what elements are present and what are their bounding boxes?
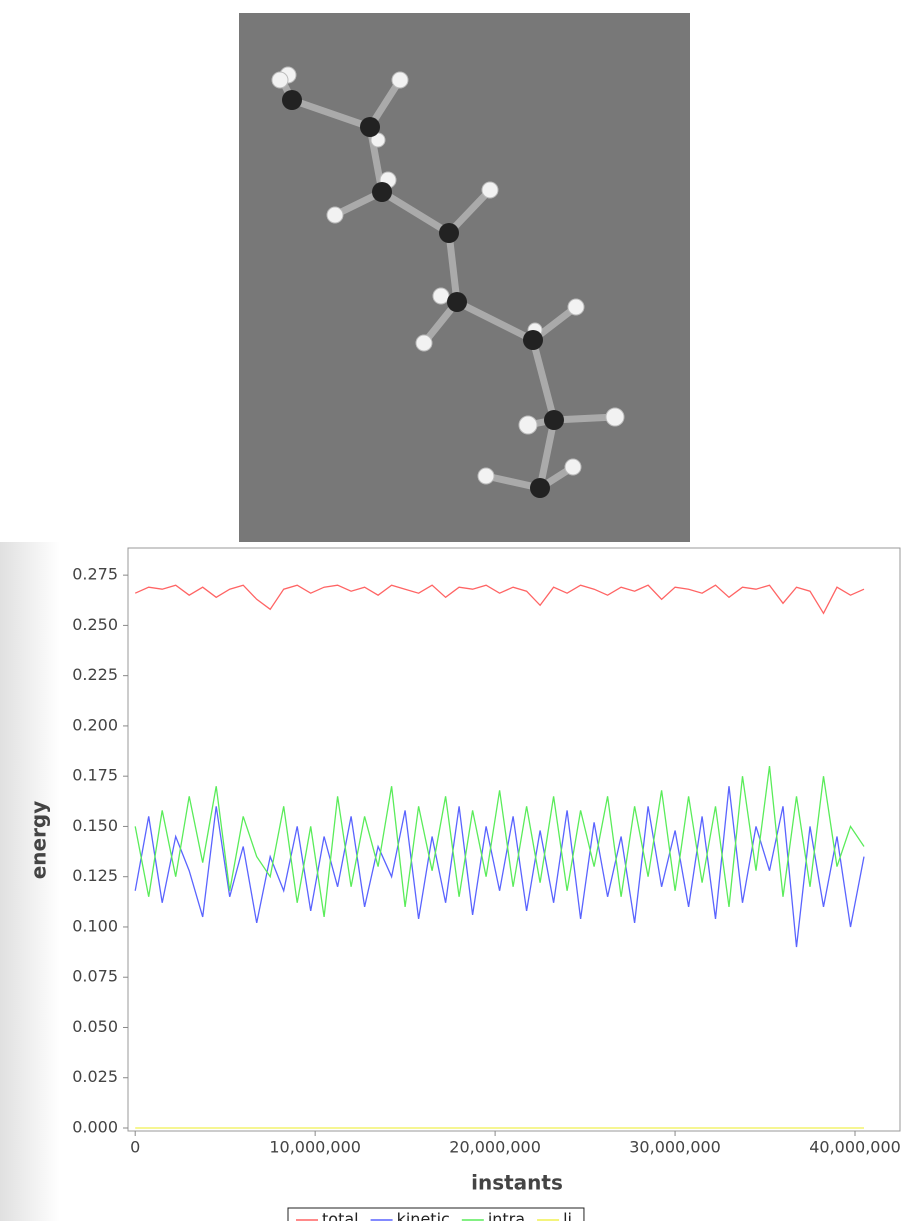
x-tick-label: 40,000,000 <box>809 1138 901 1157</box>
legend-label: total <box>322 1210 359 1222</box>
x-tick-label: 10,000,000 <box>269 1138 361 1157</box>
x-tick-label: 30,000,000 <box>629 1138 721 1157</box>
y-tick-label: 0.075 <box>72 967 118 986</box>
y-tick-label: 0.050 <box>72 1017 118 1036</box>
y-tick-label: 0.250 <box>72 615 118 634</box>
legend-label: lj <box>563 1210 572 1222</box>
x-tick-label: 20,000,000 <box>449 1138 541 1157</box>
plot-area <box>128 548 900 1131</box>
app-window: energy instants 0.000 0.025 0.050 0.075 0.10… <box>0 0 913 1221</box>
y-tick-label: 0.275 <box>72 565 118 584</box>
viewport <box>239 13 690 542</box>
x-axis-label: instants <box>471 1171 563 1195</box>
y-tick-label: 0.125 <box>72 866 118 885</box>
legend-label: intra <box>488 1210 525 1222</box>
side-strip <box>0 542 60 1221</box>
y-tick-label: 0.150 <box>72 816 118 835</box>
y-tick-label: 0.200 <box>72 715 118 734</box>
y-tick-label: 0.100 <box>72 916 118 935</box>
y-tick-label: 0.000 <box>72 1118 118 1137</box>
molecule-view <box>239 13 690 542</box>
y-axis-label: energy <box>27 801 51 880</box>
y-tick-label: 0.025 <box>72 1067 118 1086</box>
x-tick-label: 0 <box>130 1138 140 1157</box>
y-tick-label: 0.225 <box>72 665 118 684</box>
legend-label: kinetic <box>397 1210 450 1222</box>
y-tick-label: 0.175 <box>72 766 118 785</box>
